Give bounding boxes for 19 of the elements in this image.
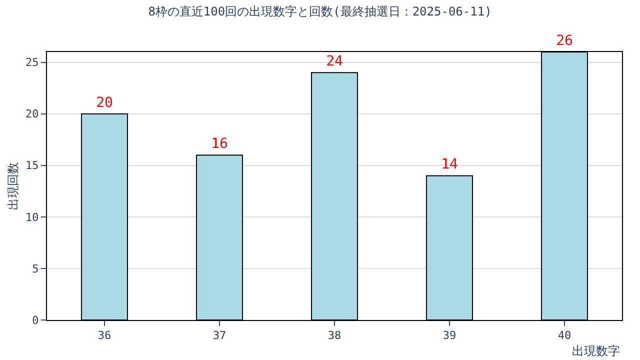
y-tick-label: 10	[26, 210, 39, 224]
y-tick-label: 5	[32, 262, 39, 276]
data-label: 24	[326, 54, 343, 70]
y-tick-label: 25	[26, 56, 39, 70]
x-tick-label: 40	[558, 329, 572, 342]
chart-title: 8枠の直近100回の出現数字と回数(最終抽選日：2025-06-11)	[148, 4, 492, 19]
data-label: 20	[96, 94, 113, 111]
data-label: 16	[211, 136, 228, 152]
y-tick-label: 15	[26, 159, 39, 172]
y-tick-label: 20	[26, 108, 39, 121]
x-tick-label: 36	[98, 329, 112, 342]
y-tick-label: 0	[32, 314, 39, 327]
x-axis-title: 出現数字	[572, 344, 620, 358]
data-label: 14	[441, 156, 458, 173]
data-label: 26	[556, 33, 573, 49]
x-tick-label: 37	[212, 329, 226, 342]
x-tick-label: 38	[328, 329, 342, 342]
x-tick-label: 39	[442, 329, 456, 342]
y-axis-title: 出現回数	[6, 162, 20, 210]
